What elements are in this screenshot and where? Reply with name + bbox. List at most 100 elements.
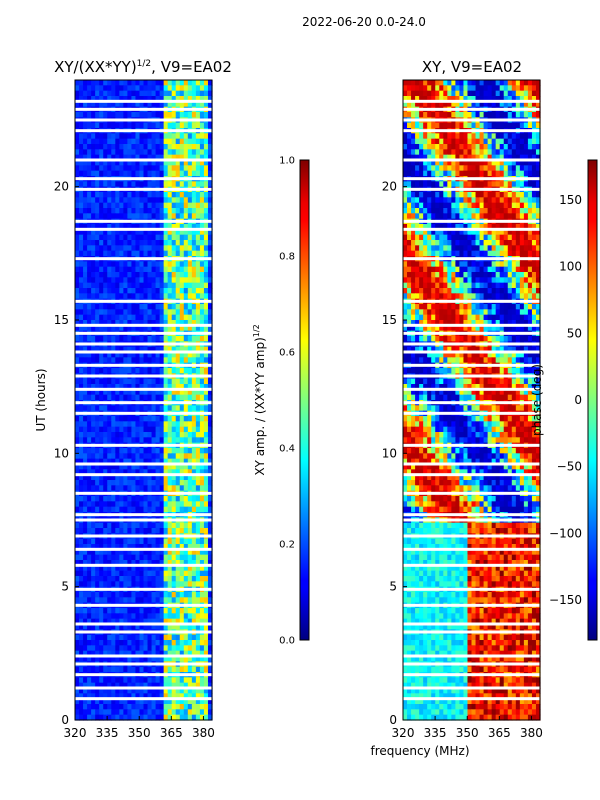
amp-cell (175, 277, 181, 284)
amp-cell (167, 181, 173, 188)
amp-cell (179, 560, 185, 566)
phase-cell (495, 96, 501, 102)
amp-cell (187, 304, 193, 310)
amp-cell (83, 421, 88, 428)
amp-cell (171, 688, 177, 694)
amp-cell (159, 485, 165, 492)
phase-cell (463, 133, 469, 140)
amp-cell (95, 704, 100, 710)
amp-cell (115, 624, 120, 630)
amp-cell (111, 80, 116, 86)
amp-cell (195, 528, 201, 534)
amp-cell (75, 560, 80, 566)
amp-cell (147, 464, 153, 470)
phase-cell (431, 149, 436, 156)
amp-cell (103, 613, 108, 620)
amp-cell (135, 202, 141, 209)
amp-cell (167, 277, 173, 284)
amp-cell (123, 549, 128, 556)
amp-cell (99, 90, 104, 97)
amp-cell (207, 272, 213, 278)
amp-cell (163, 634, 169, 641)
amp-cell (175, 352, 181, 358)
amp-cell (75, 357, 80, 364)
amp-cell (91, 197, 96, 204)
amp-cell (83, 501, 88, 508)
amp-cell (107, 101, 112, 108)
phase-cell (515, 80, 521, 86)
amp-gap (75, 587, 212, 591)
amp-cell (95, 357, 100, 364)
amp-cell (119, 581, 124, 588)
amp-cell (147, 704, 153, 710)
amp-cell (143, 608, 149, 614)
phase-cell (455, 133, 461, 140)
amp-cell (151, 640, 157, 646)
amp-cell (131, 405, 137, 412)
amp-cell (103, 677, 108, 684)
amp-cell (175, 416, 181, 422)
amp-cell (115, 293, 120, 300)
amp-cell (163, 704, 169, 710)
amp-cell (143, 112, 149, 118)
amp-cell (195, 224, 201, 230)
amp-cell (87, 496, 92, 502)
amp-cell (171, 122, 177, 129)
amp-cell (175, 389, 181, 396)
amp-cell (151, 666, 157, 673)
amp-cell (143, 416, 149, 422)
amp-cell (135, 304, 141, 310)
phase-cell (531, 170, 537, 177)
amp-cell (155, 469, 161, 476)
amp-cell (199, 394, 205, 401)
amp-cell (179, 549, 185, 556)
amp-cell (119, 240, 124, 246)
amp-cell (79, 154, 84, 161)
amp-cell (75, 314, 80, 321)
amp-cell (187, 416, 193, 422)
amp-cell (115, 394, 120, 401)
amp-cell (151, 704, 157, 710)
amp-cell (79, 144, 84, 150)
amp-cell (119, 474, 124, 481)
amp-cell (75, 506, 80, 513)
phase-cell (523, 133, 529, 140)
amp-cell (187, 693, 193, 700)
amp-cell (207, 677, 213, 684)
amp-cell (175, 80, 181, 86)
amp-cell (163, 170, 169, 177)
amp-cell (183, 277, 189, 284)
amp-cell (143, 96, 149, 102)
phase-cell (479, 202, 485, 209)
amp-cell (195, 698, 201, 705)
amp-cell (119, 234, 124, 241)
amp-cell (127, 714, 133, 721)
amp-cell (163, 581, 169, 588)
amp-cell (119, 522, 124, 529)
amp-cell (163, 645, 169, 652)
amp-cell (143, 458, 149, 465)
amp-cell (151, 549, 157, 556)
amp-cell (187, 224, 193, 230)
amp-cell (115, 688, 120, 694)
phase-cell (403, 112, 408, 118)
amp-cell (203, 458, 209, 465)
amp-cell (187, 378, 193, 385)
amp-cell (79, 570, 84, 577)
amp-cell (115, 240, 120, 246)
amp-cell (203, 565, 209, 572)
amp-cell (159, 96, 165, 102)
amp-cell (155, 346, 161, 353)
phase-cell (451, 101, 456, 108)
amp-cell (107, 144, 112, 150)
amp-cell (171, 624, 177, 630)
phase-cell (423, 208, 428, 214)
amp-cell (75, 426, 80, 433)
amp-cell (111, 485, 116, 492)
amp-cell (179, 336, 185, 342)
amp-cell (203, 474, 209, 481)
amp-cell (123, 293, 128, 300)
amp-cell (127, 384, 133, 390)
amp-cell (79, 320, 84, 326)
phase-cell (403, 144, 408, 150)
